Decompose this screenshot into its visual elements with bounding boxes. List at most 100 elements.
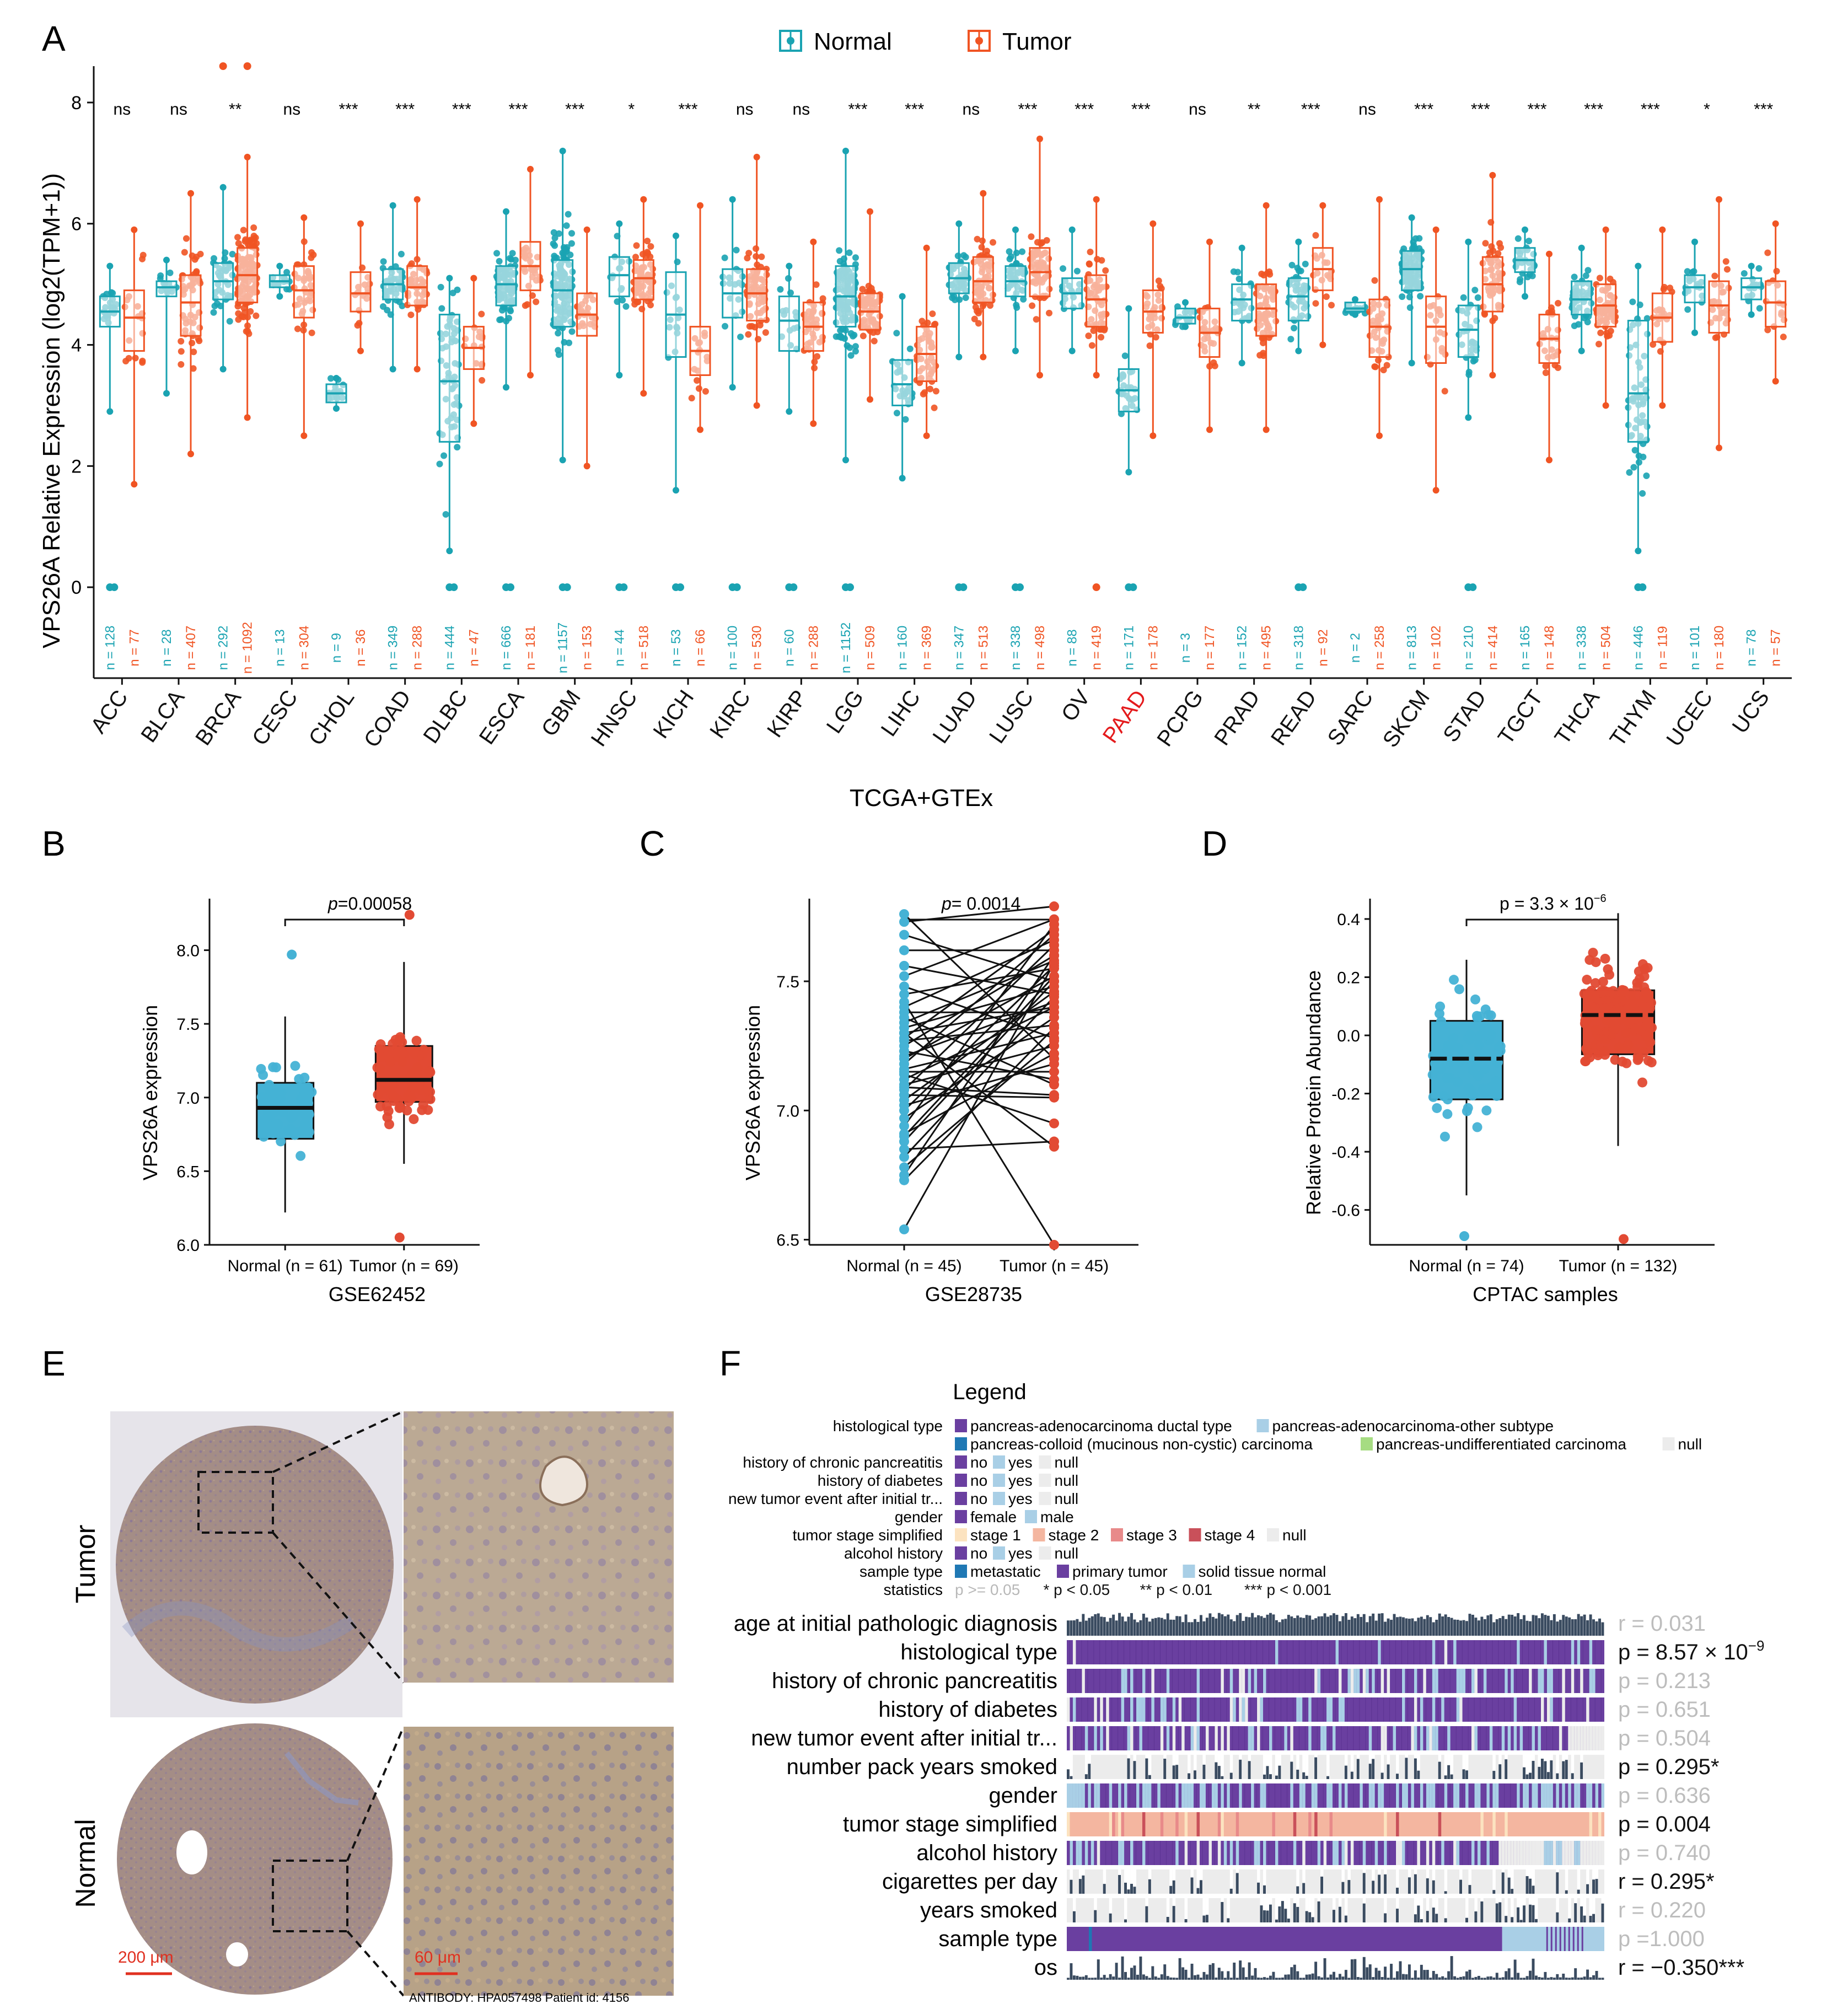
a-min-point-normal [276,293,283,300]
f-cell [1589,1669,1593,1693]
f-bar [1396,1617,1399,1636]
a-point-tumor [1596,275,1603,282]
a-point-normal [1007,253,1014,260]
f-cell [1456,1697,1460,1722]
a-min-point-normal [1465,414,1472,421]
f-bar [1275,1620,1278,1636]
a-point-normal [837,327,844,334]
f-cell-sep [1540,1640,1541,1664]
a-max-point-normal [673,232,679,239]
f-bar [1525,1976,1529,1980]
f-cell-sep [1377,1726,1378,1750]
f-bar [1444,1891,1447,1894]
f-bar [1480,1616,1484,1636]
f-bar [1532,1615,1535,1636]
f-bar [1133,1619,1136,1636]
point-normal [899,1067,909,1077]
y-axis-label-a: VPS26A Relative Expression (log2(TPM+1)) [38,173,65,648]
a-point-normal [721,254,728,261]
point-tumor [382,1112,393,1122]
f-cell [1344,1783,1348,1808]
f-bar [1538,1977,1541,1980]
a-point-tumor [987,302,994,309]
f-cell [1188,1783,1191,1808]
x-tick-label: Tumor (n = 69) [350,1257,459,1275]
f-cell-sep [1371,1841,1372,1865]
f-bar [1492,1771,1496,1779]
point-tumor [1641,1020,1652,1030]
a-box-tumor [406,265,428,307]
f-cell [1550,1841,1553,1865]
f-bar [1347,1978,1351,1980]
f-cell [1341,1841,1345,1865]
f-bar [1118,1613,1121,1636]
point-normal [1481,1105,1492,1116]
y-tick-label: -0.6 [1331,1202,1360,1220]
f-cell [1550,1927,1552,1951]
f-bar [1459,1620,1463,1636]
a-max-point-normal [1125,305,1132,312]
f-cell [1474,1669,1478,1693]
f-cell-sep [1389,1841,1390,1865]
f-bar [1396,1774,1399,1779]
f-cell [1568,1927,1570,1951]
f-cell [1260,1697,1264,1722]
f-cell-sep [1462,1841,1463,1865]
f-bar [1200,1880,1202,1894]
f-track-stat: p = 0.636 [1618,1783,1711,1808]
f-bar [1378,1874,1381,1894]
f-bar [1341,1976,1345,1980]
f-cell [1598,1726,1602,1750]
f-bar [1589,1614,1592,1636]
f-cell [1556,1783,1559,1808]
f-bar [1178,1958,1181,1980]
f-bar [1299,1978,1302,1980]
a-outlier-normal [620,583,628,592]
f-cell [1507,1726,1511,1750]
f-cell-sep [1528,1669,1529,1693]
f-bar [1221,1971,1224,1980]
f-bar [1163,1619,1167,1636]
f-cell [1489,1726,1493,1750]
y-tick-label: 7.0 [776,1102,799,1120]
f-bar [1456,1978,1459,1980]
a-box-normal [1174,308,1196,325]
f-bar [1090,1616,1094,1636]
f-bar [1344,1915,1347,1922]
f-cell [1402,1841,1405,1865]
f-bar [1408,1964,1411,1980]
f-legend-swatch [955,1546,967,1560]
a-point-tumor [1152,334,1159,341]
f-bar [1574,1619,1577,1636]
f-legend-swatch [1039,1474,1051,1487]
point-tumor [1584,955,1595,965]
f-cell [1507,1841,1511,1865]
f-cell-sep [1226,1783,1227,1808]
f-cell-sep [1226,1726,1227,1750]
f-bar [1459,1879,1463,1894]
f-cell-sep [1238,1669,1239,1693]
f-cell [1577,1640,1581,1664]
f-cell [1308,1697,1312,1722]
y-axis-label-c: VPS26A expression [742,1005,764,1180]
f-bar [1405,1618,1408,1636]
f-cell [1525,1783,1529,1808]
f-bar [1293,1903,1296,1922]
f-cell [1072,1697,1076,1722]
f-bar [1471,1978,1474,1980]
a-point-normal [397,250,405,257]
a-min-point-tumor [413,366,421,373]
a-significance-label: *** [508,100,528,119]
f-bar [1362,1903,1366,1922]
f-bar [1227,1971,1230,1980]
f-bar [1320,1977,1324,1980]
f-cell-sep [1401,1697,1403,1722]
f-bar [1275,1775,1278,1779]
f-cell [1251,1726,1254,1750]
f-bar [1556,1974,1559,1980]
f-cell-sep [1111,1726,1113,1750]
point-normal [300,1118,310,1129]
point-normal [1479,1023,1489,1034]
a-min-point-normal [163,390,170,397]
f-cell-sep [1238,1640,1239,1664]
